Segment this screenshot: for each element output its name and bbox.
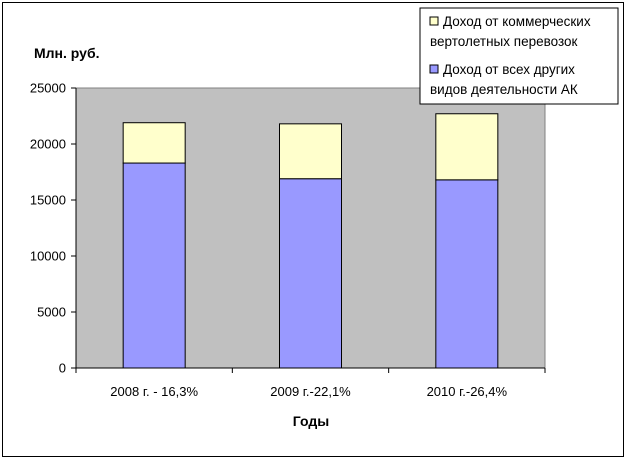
y-tick-label: 15000 (30, 193, 66, 208)
legend-entry-label: вертолетных перевозок (430, 34, 578, 49)
y-tick-label: 0 (59, 361, 66, 376)
legend-box (419, 7, 619, 105)
legend-swatch (429, 16, 439, 26)
y-tick-label: 20000 (30, 137, 66, 152)
legend-entry-label: Доход от коммерческих (443, 14, 591, 29)
y-axis-title: Млн. руб. (34, 45, 99, 61)
x-tick-label: 2010 г.-26,4% (427, 384, 508, 399)
x-tick-label: 2008 г. - 16,3% (110, 384, 198, 399)
legend-entry-label: Доход от всех других (443, 62, 575, 77)
y-tick-label: 25000 (30, 81, 66, 96)
bar-segment-series-1 (279, 123, 342, 180)
bar-segment-series-0 (435, 179, 499, 369)
legend: Доход от коммерческих вертолетных перевоз… (419, 7, 619, 105)
bar-segment-series-1 (435, 113, 499, 181)
x-tick-label: 2009 г.-22,1% (270, 384, 351, 399)
legend-swatch (429, 64, 439, 74)
bar-segment-series-0 (279, 178, 342, 369)
legend-entry-label: видов деятельности АК (430, 82, 578, 97)
y-tick-label: 10000 (30, 249, 66, 264)
bar-segment-series-0 (122, 162, 186, 369)
bar-segment-series-1 (122, 122, 186, 164)
x-axis-title: Годы (293, 413, 329, 429)
y-tick-label: 5000 (37, 305, 66, 320)
